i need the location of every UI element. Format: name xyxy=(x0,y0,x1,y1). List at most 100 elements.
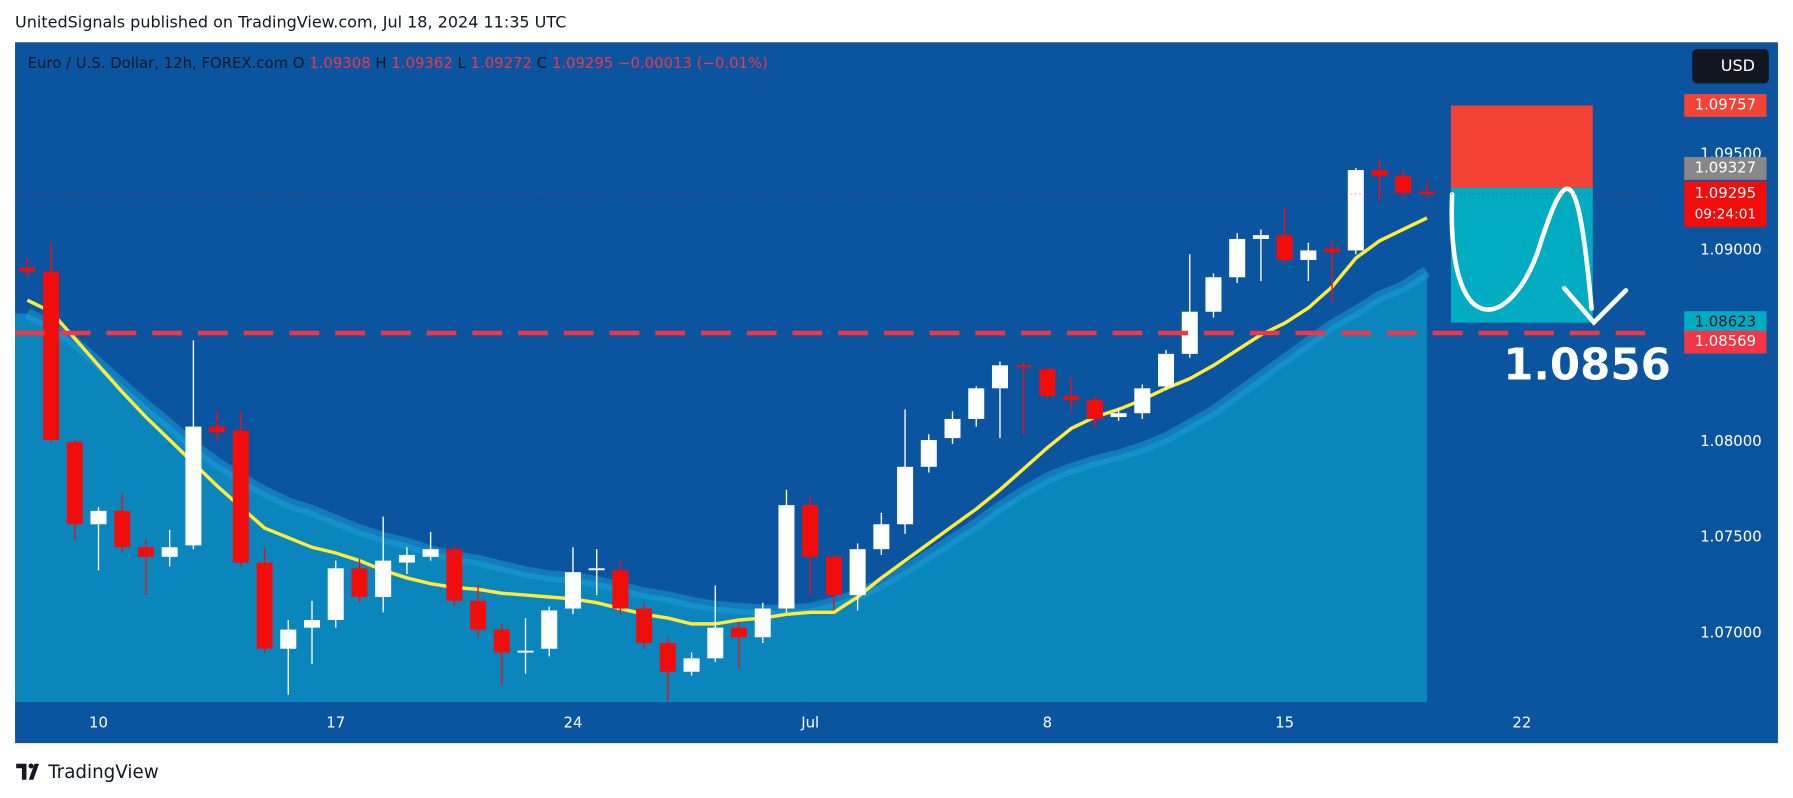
candle-body xyxy=(66,441,83,525)
candle-body xyxy=(256,562,273,649)
candle-body xyxy=(232,430,249,563)
target-zone xyxy=(1450,187,1593,323)
footer-brand: TradingView xyxy=(47,762,159,783)
candle-body xyxy=(1110,413,1127,418)
stop-zone xyxy=(1450,105,1593,188)
candle-body xyxy=(422,549,439,557)
candle-body xyxy=(1205,277,1222,312)
candle-body xyxy=(873,524,890,550)
candle-body xyxy=(1158,353,1175,387)
candle-body xyxy=(778,505,795,609)
candle-body xyxy=(161,547,178,557)
candle-body xyxy=(1181,311,1198,354)
candle-body xyxy=(754,608,771,638)
candle-body xyxy=(802,505,819,557)
candle-body xyxy=(1134,388,1151,414)
candle-body xyxy=(1063,395,1080,400)
entry-price-label-box xyxy=(1684,156,1767,180)
candle-body xyxy=(683,658,700,672)
candle-body xyxy=(446,549,463,601)
ohlc-value: 1.09308 xyxy=(309,54,370,72)
x-tick-label: 17 xyxy=(326,714,345,732)
target-price-label-box xyxy=(1684,311,1767,335)
candle-body xyxy=(991,365,1008,389)
candle-body xyxy=(1324,248,1341,253)
y-tick-label: 1.07500 xyxy=(1700,528,1761,546)
candle-body xyxy=(1276,235,1293,261)
candle-body xyxy=(1418,191,1435,194)
candle-body xyxy=(1015,365,1032,368)
candle-body xyxy=(825,556,842,596)
candle-body xyxy=(327,568,344,621)
candle-body xyxy=(1347,170,1364,251)
x-tick-label: 22 xyxy=(1512,714,1531,732)
ohlc-value: 1.09362 xyxy=(391,54,452,72)
symbol-name: Euro / U.S. Dollar, 12h, FOREX.com xyxy=(28,54,288,72)
candle-body xyxy=(588,568,605,571)
ma-area-edge xyxy=(24,266,1431,617)
ma-area xyxy=(15,271,1427,702)
candle-body xyxy=(1300,250,1317,261)
ohlc-value: 1.09272 xyxy=(471,54,532,72)
symbol-legend: Euro / U.S. Dollar, 12h, FOREX.com O 1.0… xyxy=(28,54,768,72)
candle-body xyxy=(612,570,629,609)
candle-body xyxy=(731,627,748,638)
drawn-arrow xyxy=(1449,186,1629,326)
level-price-label: 1.08569 xyxy=(1695,332,1756,350)
y-tick-label: 1.07000 xyxy=(1700,623,1761,641)
candle-body xyxy=(114,510,131,548)
candle-body xyxy=(398,554,415,563)
candle-body xyxy=(1371,170,1388,176)
candle-body xyxy=(920,440,937,467)
ohlc-key: C xyxy=(537,54,547,72)
candle-body xyxy=(137,547,154,557)
candle-body xyxy=(636,608,653,643)
x-tick-label: 8 xyxy=(1043,714,1052,732)
candle-body xyxy=(1039,369,1056,396)
ma-line xyxy=(26,216,1428,626)
candle-body xyxy=(19,267,36,272)
candle-body xyxy=(541,610,558,649)
last-price-label: 1.09295 xyxy=(1695,184,1756,202)
stop-price-label: 1.09757 xyxy=(1695,95,1756,113)
candle-body xyxy=(304,620,321,628)
candle-body xyxy=(43,271,60,441)
ohlc-key: O xyxy=(293,54,305,72)
candle-body xyxy=(944,418,961,439)
target-price-label: 1.08623 xyxy=(1695,313,1756,331)
candle-body xyxy=(897,466,914,525)
candle-body xyxy=(280,629,297,649)
last-price-box xyxy=(1684,181,1767,228)
candle-body xyxy=(1086,399,1103,419)
candle-body xyxy=(1252,235,1269,239)
currency-button[interactable] xyxy=(1692,49,1769,84)
candle-body xyxy=(493,629,510,653)
candle-body xyxy=(849,549,866,596)
bar-countdown: 09:24:01 xyxy=(1695,207,1757,223)
candle-body xyxy=(185,426,202,546)
price-change: −0.00013 (−0.01%) xyxy=(618,54,768,72)
candle-body xyxy=(517,650,534,653)
candle-body xyxy=(470,600,487,630)
y-tick-label: 1.09000 xyxy=(1700,240,1761,258)
x-tick-label: 10 xyxy=(89,714,108,732)
candle-body xyxy=(707,627,724,659)
x-tick-label: 15 xyxy=(1275,714,1294,732)
currency-label: USD xyxy=(1721,56,1755,75)
candle-body xyxy=(90,510,107,525)
x-tick-label: 24 xyxy=(563,714,582,732)
level-price-label-box xyxy=(1684,330,1767,354)
y-tick-label: 1.08000 xyxy=(1700,432,1761,450)
stop-price-label-box xyxy=(1684,94,1767,117)
ohlc-value: 1.09295 xyxy=(552,54,613,72)
candle-body xyxy=(209,426,226,433)
tradingview-logo xyxy=(16,763,40,780)
x-tick-label: Jul xyxy=(800,714,819,732)
candle-body xyxy=(375,560,392,598)
candle-body xyxy=(351,568,368,598)
candle-body xyxy=(564,572,581,609)
annotation: 1.0856 xyxy=(1503,341,1671,391)
ohlc-key: H xyxy=(375,54,386,72)
